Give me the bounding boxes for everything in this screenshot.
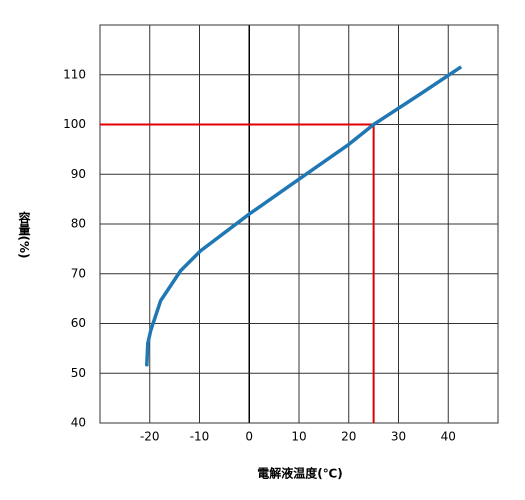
x-tick-label: -20 xyxy=(140,430,160,444)
x-tick-label: 40 xyxy=(441,430,456,444)
x-tick-label: 0 xyxy=(245,430,253,444)
data-line xyxy=(145,65,463,367)
x-axis-label: 電解液温度(℃) xyxy=(257,466,343,481)
x-tick-label: 20 xyxy=(341,430,356,444)
x-tick-label: -10 xyxy=(190,430,210,444)
y-axis-label: 容量(%) xyxy=(17,210,31,258)
y-tick-label: 40 xyxy=(71,416,86,430)
x-tick-label: 30 xyxy=(391,430,406,444)
y-tick-label: 80 xyxy=(71,217,86,231)
y-tick-label: 60 xyxy=(71,316,86,330)
y-tick-label: 70 xyxy=(71,266,86,280)
y-tick-label: 90 xyxy=(71,167,86,181)
y-tick-label: 50 xyxy=(71,366,86,380)
plot-frame xyxy=(99,24,499,424)
y-tick-label: 110 xyxy=(63,67,86,81)
x-tick-label: 10 xyxy=(291,430,306,444)
y-tick-label: 100 xyxy=(63,117,86,131)
